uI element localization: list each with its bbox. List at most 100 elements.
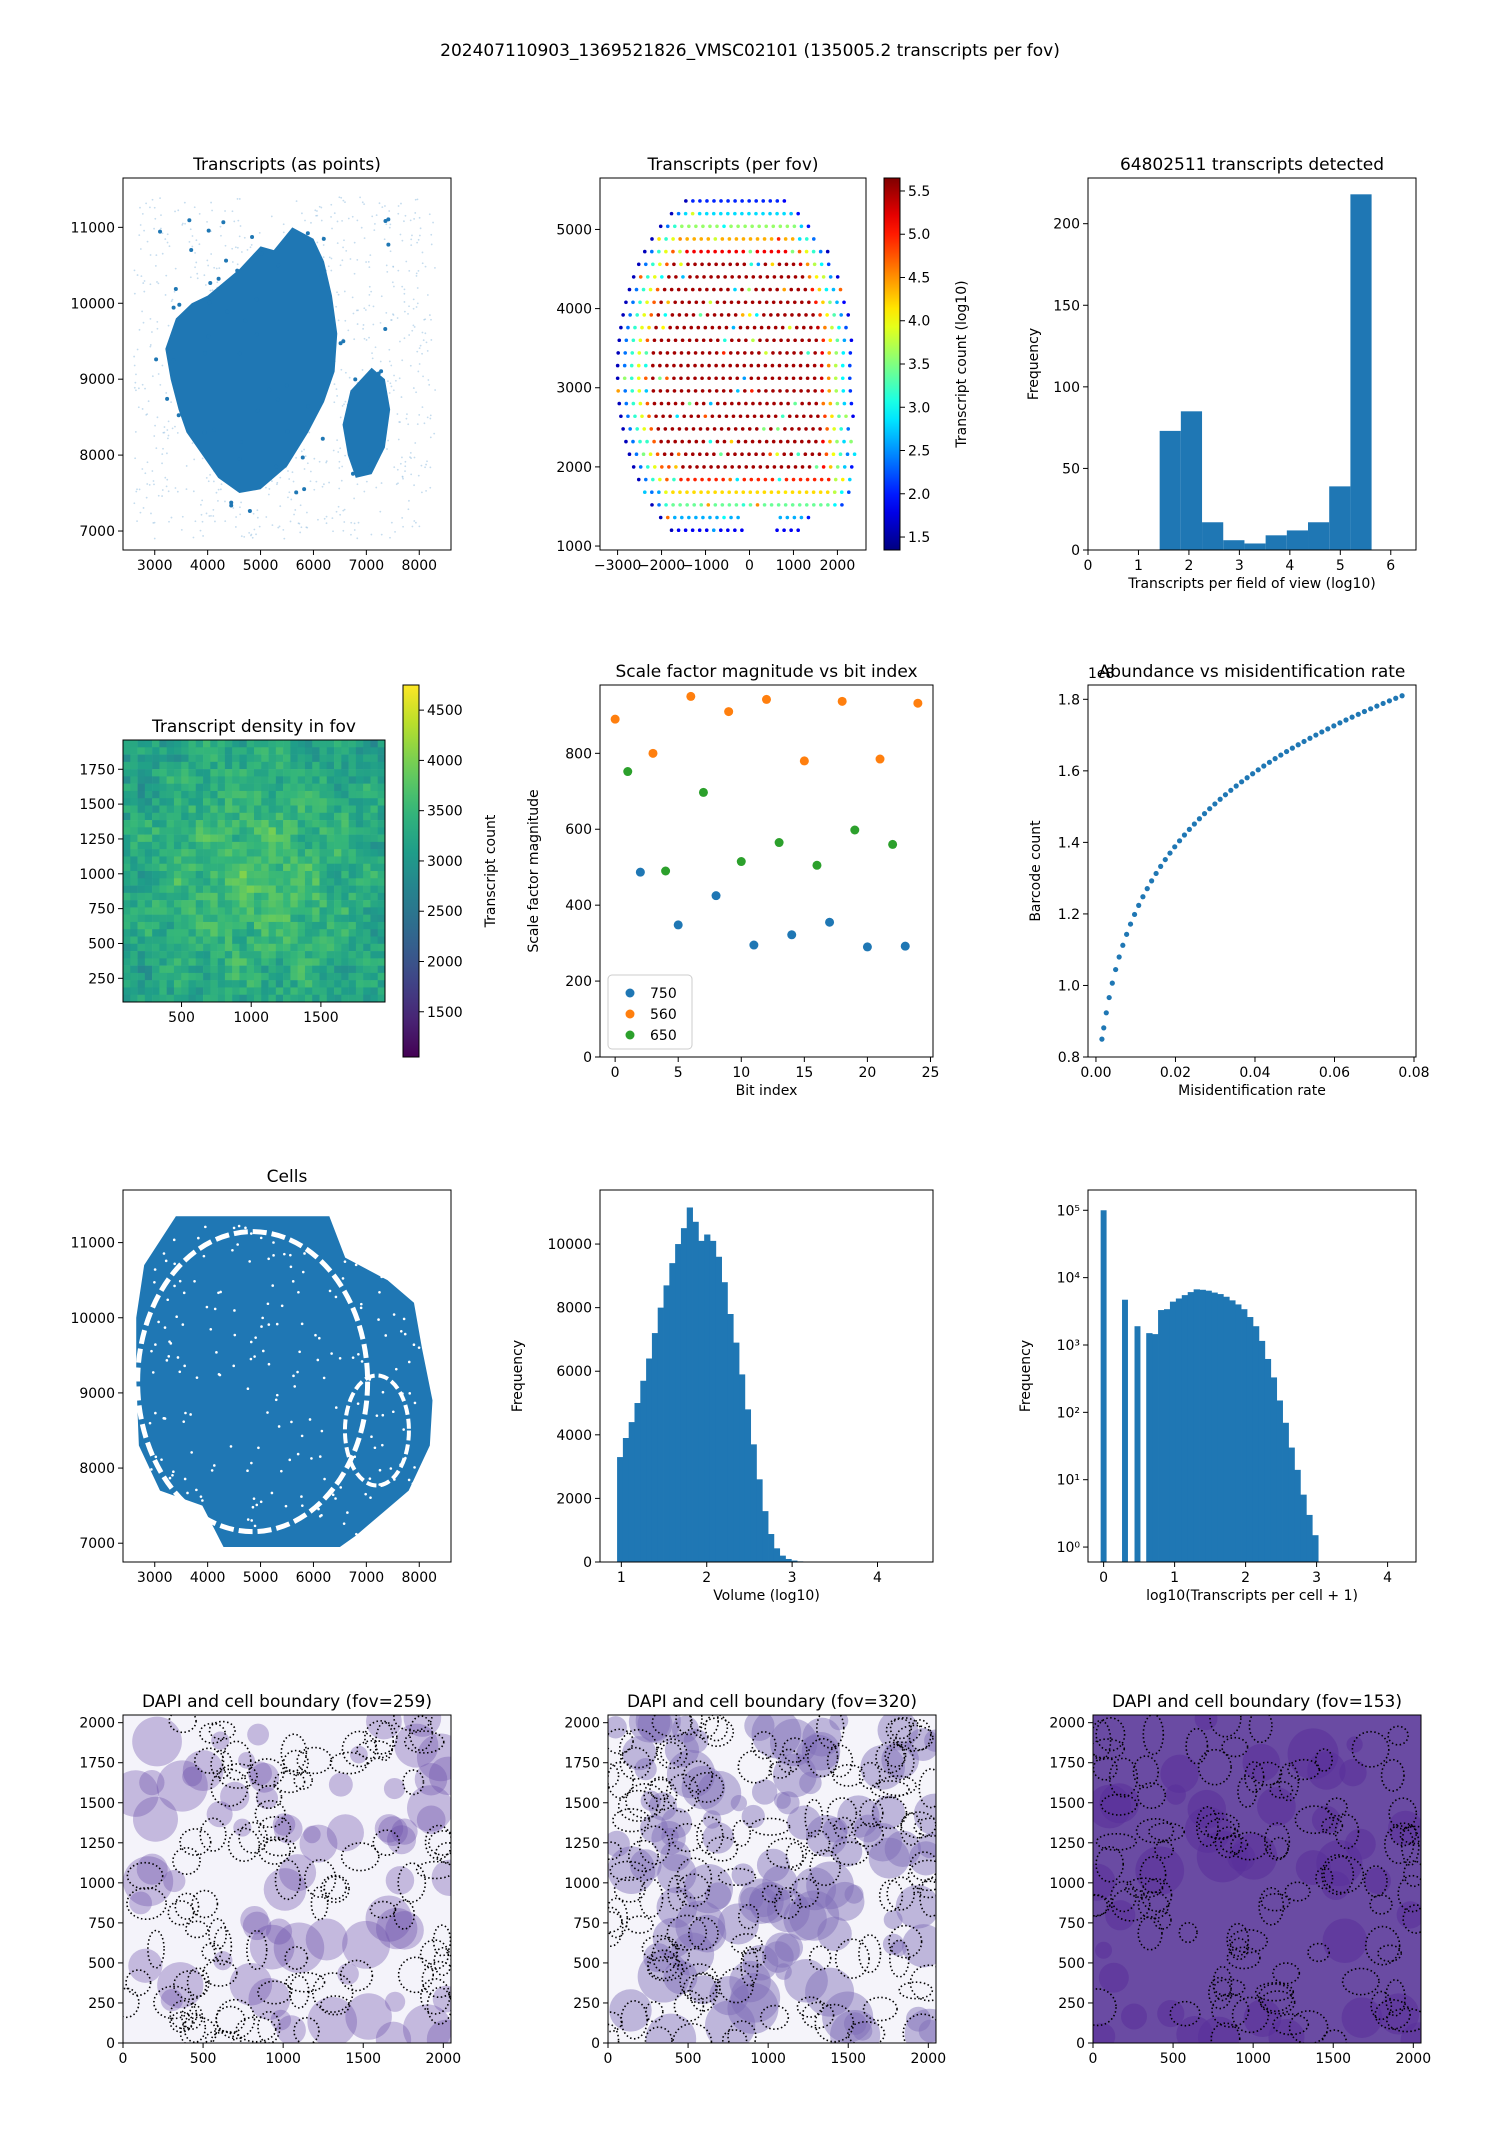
chart-4-cell xyxy=(312,834,320,843)
chart-4-cell xyxy=(283,994,291,1003)
chart-1-point xyxy=(146,413,149,416)
chart-2-fov-point xyxy=(769,237,774,241)
chart-4-cell xyxy=(188,914,197,923)
chart-12-cell-boundary xyxy=(1137,1891,1170,1920)
chart-2-fov-point xyxy=(830,414,834,419)
chart-4-cell xyxy=(232,863,240,872)
chart-7-gap-point xyxy=(274,1398,278,1402)
chart-2-fov-point xyxy=(681,465,685,469)
chart-4-cell xyxy=(203,994,211,1003)
chart-2-fov-point xyxy=(818,249,823,254)
chart-5-xtick-label: 10 xyxy=(732,1065,750,1081)
chart-4-cell xyxy=(254,769,262,777)
chart-2-fov-point xyxy=(712,452,716,457)
chart-4-cell xyxy=(297,958,306,966)
chart-2-fov-point xyxy=(771,351,775,355)
chart-10-cell-boundary xyxy=(179,2016,218,2043)
chart-11-nucleus xyxy=(640,1790,661,1811)
chart-4-cell xyxy=(283,740,291,748)
chart-10-cell-boundary xyxy=(186,1967,210,1998)
chart-1-point xyxy=(416,287,419,289)
chart-2-fov-point xyxy=(773,325,778,330)
chart-2-fov-point xyxy=(741,490,746,495)
chart-7-gap-point xyxy=(356,1402,360,1405)
chart-4-cell xyxy=(326,761,335,770)
chart-1-point xyxy=(220,483,223,486)
chart-4-cell xyxy=(173,863,182,872)
chart-2-fov-point xyxy=(784,363,789,368)
chart-2-fov-point xyxy=(818,313,822,317)
chart-4-cell xyxy=(319,987,328,996)
chart-11-cell-boundary xyxy=(826,1744,854,1778)
chart-1-point xyxy=(135,373,137,376)
chart-2-fov-point xyxy=(728,363,733,368)
chart-4-cell xyxy=(341,900,349,908)
chart-4-cell xyxy=(123,827,131,835)
chart-11-cell-boundary xyxy=(898,1981,934,2000)
chart-4-cell xyxy=(232,907,240,915)
chart-4-cell xyxy=(144,936,153,945)
chart-11-cell-boundary xyxy=(638,1878,664,1918)
chart-7-ytick-label: 10000 xyxy=(70,1311,115,1327)
chart-1-point xyxy=(401,476,404,478)
chart-4-cell xyxy=(152,856,160,865)
chart-7-gap-point xyxy=(322,1376,326,1380)
chart-7-gap-point xyxy=(390,1521,393,1525)
chart-12-nucleus xyxy=(1093,1863,1116,1901)
chart-2-fov-point xyxy=(747,287,751,292)
chart-11-cell-boundary xyxy=(608,1897,629,1939)
chart-1-point xyxy=(349,258,352,260)
chart-4-cell xyxy=(254,783,262,792)
chart-1-point xyxy=(237,219,240,222)
chart-8-ytick-label: 4000 xyxy=(556,1428,592,1444)
chart-11-nucleus xyxy=(775,1963,792,1980)
chart-11-nucleus xyxy=(751,1715,802,1759)
chart-1-point xyxy=(368,266,371,269)
chart-2-fov-point xyxy=(645,275,650,279)
chart-2-fov-point xyxy=(844,414,848,419)
chart-1-point xyxy=(392,313,394,316)
chart-5-point-650 xyxy=(850,825,860,835)
chart-2-fov-point xyxy=(624,338,629,343)
chart-4-cell xyxy=(123,878,131,886)
chart-7-gap-point xyxy=(360,1429,363,1433)
chart-2-fov-point xyxy=(682,325,687,330)
chart-4-cell xyxy=(312,769,320,777)
chart-1-point xyxy=(212,427,217,432)
chart-4-cell xyxy=(370,841,379,850)
chart-4-cell xyxy=(152,900,160,908)
chart-4-cell xyxy=(166,929,175,937)
chart-1-point xyxy=(158,229,163,234)
chart-11-cell-boundary xyxy=(862,1996,898,2022)
chart-4-cell xyxy=(188,754,197,763)
chart-2-fov-point xyxy=(758,465,763,469)
chart-4-cell xyxy=(217,907,226,915)
chart-1-point xyxy=(372,323,375,326)
chart-4-cell xyxy=(246,783,255,792)
chart-2-fov-point xyxy=(659,439,663,444)
chart-7-gap-point xyxy=(215,1351,218,1354)
chart-2-fov-point xyxy=(677,427,682,431)
chart-11-cell-boundary xyxy=(908,1719,932,1751)
chart-4-colorbar-tick-label: 3500 xyxy=(427,804,463,820)
chart-12-cell-boundary xyxy=(1260,1892,1291,1912)
chart-4-cell xyxy=(210,761,218,770)
chart-4-cell xyxy=(137,987,146,996)
chart-4-cell xyxy=(355,841,364,850)
chart-7-gap-point xyxy=(252,1497,256,1500)
chart-1-point xyxy=(193,206,196,209)
chart-12-cell-boundary xyxy=(1212,1965,1233,2002)
chart-11-nucleus xyxy=(795,1734,840,1779)
chart-12-ytick-label: 500 xyxy=(1058,1956,1085,1972)
chart-4-cell xyxy=(348,820,357,828)
chart-4-cell xyxy=(377,856,386,865)
chart-1-point xyxy=(217,500,219,502)
chart-4-cell xyxy=(217,769,226,777)
chart-4-cell xyxy=(210,892,218,901)
chart-4-cell xyxy=(363,747,371,755)
chart-2-fov-point xyxy=(727,237,732,241)
chart-2-fov-point xyxy=(669,452,674,457)
chart-4-cell xyxy=(210,936,218,945)
chart-2-fov-point xyxy=(623,351,628,355)
chart-7-gap-point xyxy=(270,1491,274,1495)
